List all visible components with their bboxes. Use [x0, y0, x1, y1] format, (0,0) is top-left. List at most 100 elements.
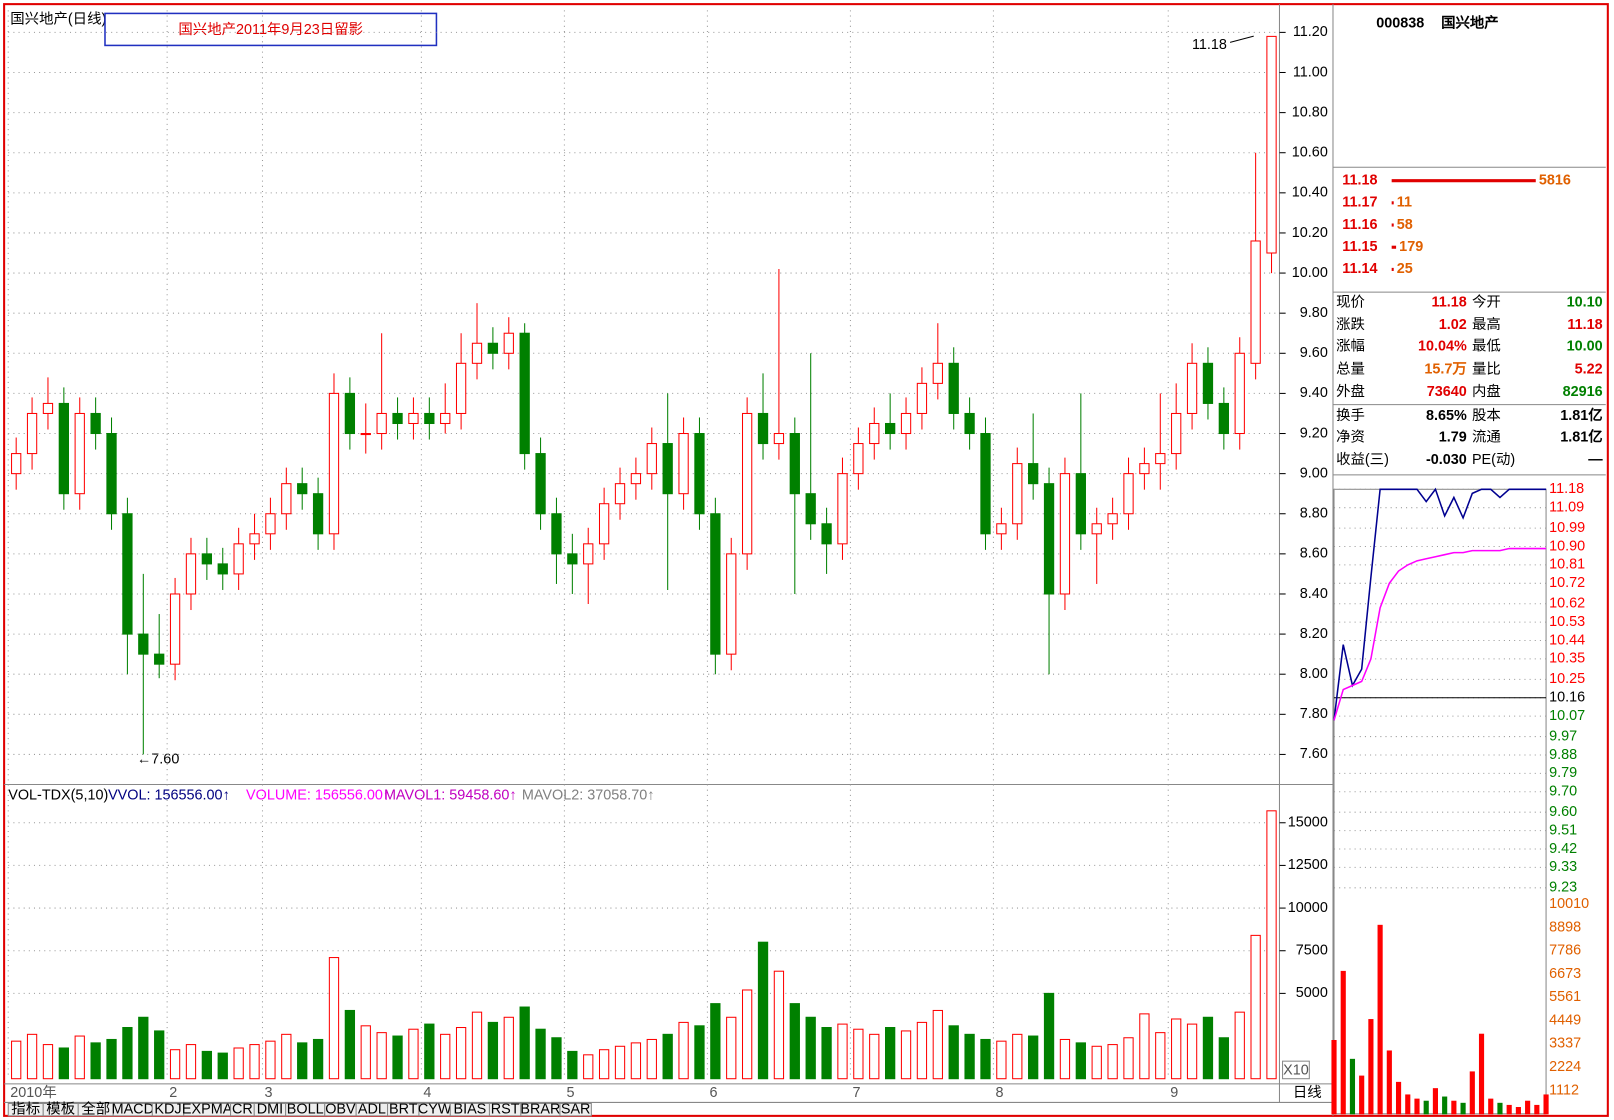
stat-value: 10.10 — [1567, 294, 1603, 310]
candle-body — [948, 362, 959, 414]
tab-label[interactable]: BIAS — [453, 1101, 486, 1117]
candle-body — [503, 332, 514, 354]
tab-label[interactable]: CR — [232, 1101, 253, 1117]
tab-label[interactable]: ADL — [358, 1101, 386, 1117]
candle-body — [964, 412, 975, 435]
y-tick-label: 3337 — [1549, 1036, 1581, 1052]
volume-bar — [726, 1016, 737, 1080]
volume-bar — [122, 1027, 133, 1080]
volume-bar — [932, 1009, 943, 1080]
candle-body — [201, 553, 213, 565]
stat-value: 8.65% — [1426, 408, 1467, 424]
stock-code: 000838 — [1376, 16, 1424, 32]
tab-label[interactable]: RST — [491, 1101, 520, 1117]
tab-label[interactable]: BOLL — [287, 1101, 324, 1117]
tab-label[interactable]: BRT — [389, 1101, 418, 1117]
volume-bar — [281, 1033, 292, 1080]
y-tick-label: 9.60 — [1549, 804, 1577, 820]
tab-label[interactable]: 指标 — [11, 1100, 40, 1117]
volume-bar — [1139, 1013, 1150, 1080]
stock-name: 国兴地产 — [1441, 14, 1499, 32]
stat-value: -0.030 — [1426, 452, 1467, 468]
stat-value: 73640 — [1427, 384, 1467, 400]
stat-label: 最高 — [1472, 316, 1501, 333]
candle-body — [614, 483, 626, 505]
scale-label: X10 — [1283, 1062, 1309, 1078]
candle-body — [154, 653, 165, 665]
candle-body — [249, 533, 260, 545]
x-tick-label: 3 — [265, 1085, 273, 1101]
tab-label[interactable]: KDJ — [154, 1101, 181, 1117]
volume-bar — [440, 1033, 451, 1080]
order-price: 11.17 — [1342, 195, 1377, 211]
candle-body — [1059, 473, 1071, 595]
volume-bar — [1186, 1023, 1198, 1080]
candle-body — [185, 553, 197, 595]
volume-bar — [678, 1021, 689, 1080]
tab-label[interactable]: DMI — [257, 1101, 283, 1117]
candle-body — [281, 483, 292, 515]
volume-bar — [1123, 1037, 1134, 1080]
y-tick-label: 11.00 — [1293, 64, 1328, 80]
tab-label[interactable]: SAR — [561, 1101, 591, 1117]
volume-bar — [710, 1003, 721, 1080]
stat-value: 1.02 — [1439, 317, 1467, 333]
volume-bar — [614, 1045, 626, 1080]
y-tick-label: 7.80 — [1300, 706, 1328, 722]
tab-label[interactable]: MACD — [112, 1101, 154, 1117]
y-tick-label: 10.25 — [1549, 671, 1585, 687]
volume-bar — [567, 1050, 578, 1080]
candle-body — [138, 633, 149, 655]
y-tick-label: 10.16 — [1549, 690, 1585, 706]
tab-label[interactable]: CYW — [418, 1101, 452, 1117]
y-tick-label: 8.60 — [1300, 546, 1328, 562]
volume-bar — [1506, 1104, 1512, 1115]
volume-bar — [853, 1028, 864, 1080]
stat-label: 总量 — [1336, 360, 1365, 377]
tab-label[interactable]: 模板 — [46, 1100, 75, 1117]
tab[interactable] — [559, 1102, 592, 1117]
stat-value: 10.00 — [1567, 339, 1603, 355]
candle-body — [598, 503, 610, 545]
order-price: 11.18 — [1342, 172, 1377, 188]
scale-box — [1282, 1060, 1310, 1080]
y-tick-label: 9.00 — [1300, 465, 1328, 481]
tab-label[interactable]: EXPMA — [182, 1101, 233, 1117]
candle-body — [678, 433, 689, 495]
volume-bar — [392, 1035, 403, 1080]
volume-bar — [1460, 1102, 1466, 1115]
volume-bar — [1359, 1075, 1365, 1115]
volume-bar — [297, 1042, 308, 1080]
stat-label: 今开 — [1472, 293, 1501, 310]
candle-body — [471, 342, 483, 364]
legend-entry: MAVOL2: 37058.70↑ — [522, 788, 655, 804]
stat-label: 内盘 — [1472, 382, 1501, 400]
y-tick-label: 7500 — [1296, 943, 1328, 959]
volume-bar — [869, 1033, 880, 1080]
volume-bar — [630, 1042, 642, 1080]
volume-bar — [1395, 1081, 1402, 1115]
x-tick-label: 2010年 — [10, 1084, 56, 1101]
candle-body — [58, 402, 69, 495]
volume-bar — [217, 1052, 228, 1080]
y-tick-label: 9.80 — [1300, 305, 1328, 321]
candle-body — [1028, 463, 1039, 485]
volume-bar — [1331, 1040, 1337, 1115]
volume-bar — [805, 1016, 816, 1080]
candle-body — [869, 422, 880, 445]
candle-body — [1186, 362, 1198, 414]
stat-label: 外盘 — [1336, 382, 1365, 400]
volume-bar — [1340, 970, 1346, 1115]
x-tick-label: 9 — [1170, 1085, 1178, 1101]
tab-label[interactable]: 全部 — [81, 1099, 110, 1117]
tab-label[interactable]: OBV — [325, 1101, 356, 1117]
tab-label[interactable]: BRAR — [520, 1101, 560, 1117]
candle-body — [996, 523, 1007, 535]
volume-bar — [1202, 1016, 1214, 1080]
volume-bar — [1414, 1098, 1420, 1115]
y-tick-label: 10.80 — [1292, 104, 1328, 120]
y-tick-label: 1112 — [1549, 1082, 1579, 1098]
volume-bar — [1218, 1037, 1229, 1080]
y-tick-label: 8.40 — [1300, 586, 1328, 602]
